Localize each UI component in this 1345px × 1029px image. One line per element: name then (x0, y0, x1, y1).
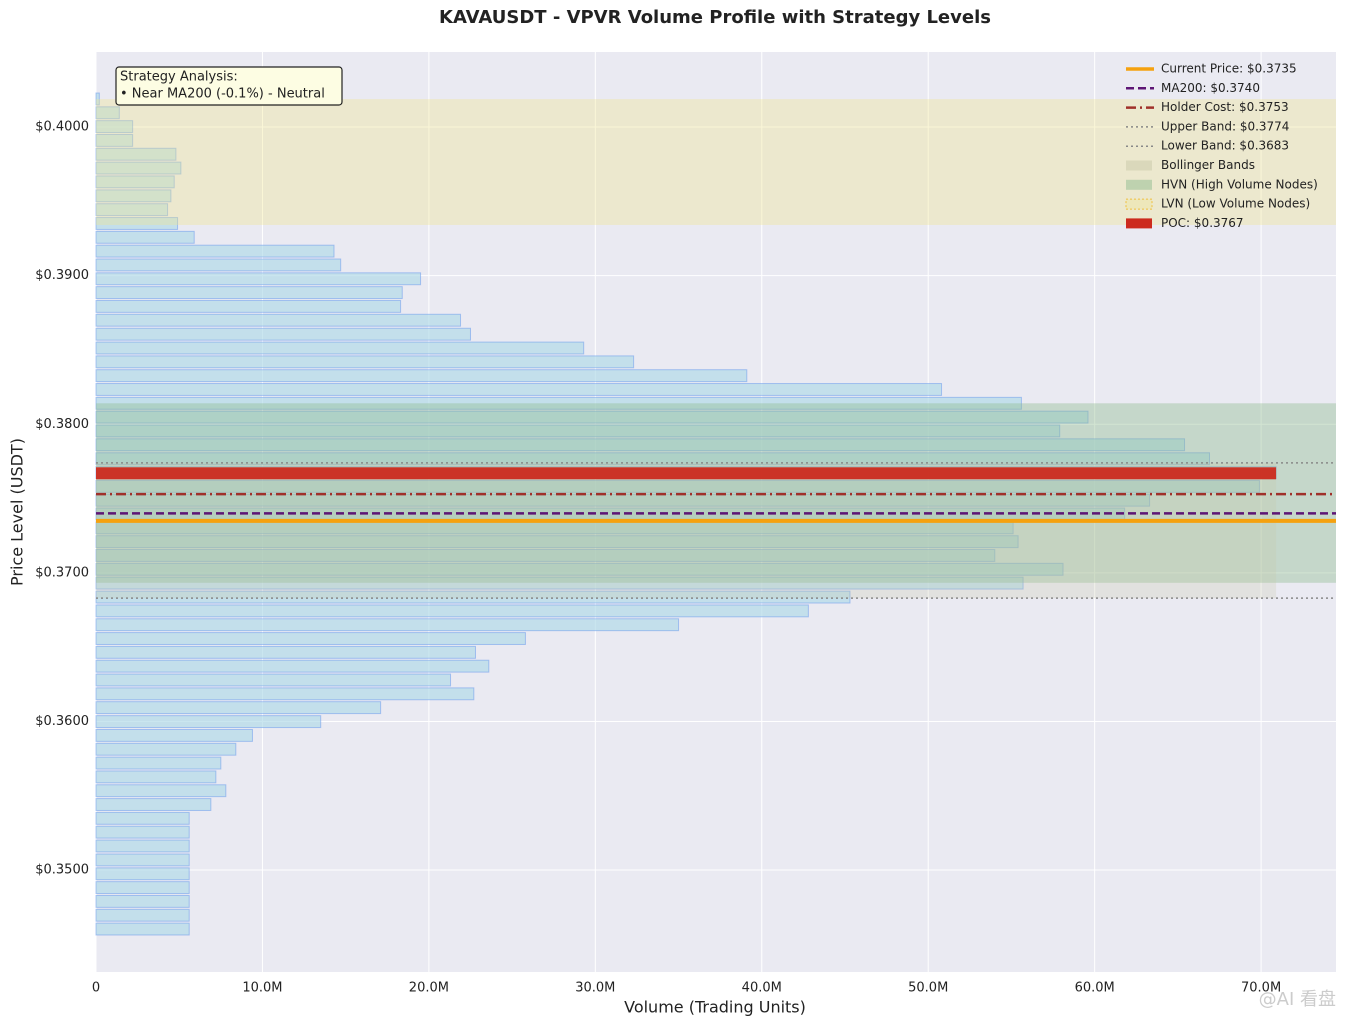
volume-bar (95, 742, 237, 756)
legend-swatch (1126, 218, 1152, 229)
volume-bar (95, 701, 382, 715)
volume-bar (95, 92, 100, 106)
x-tick-label: 70.0M (1241, 981, 1281, 996)
legend-label: Upper Band: $0.3774 (1161, 119, 1289, 133)
volume-bar (95, 286, 403, 300)
volume-bar (95, 576, 1024, 590)
watermark: @AI 看盘 (1259, 989, 1336, 1010)
volume-bar (95, 549, 996, 562)
legend-label: MA200: $0.3740 (1161, 81, 1260, 95)
volume-bar (95, 424, 1061, 438)
legend-label: Holder Cost: $0.3753 (1161, 100, 1289, 114)
volume-bar (95, 770, 217, 784)
volume-bar (95, 825, 190, 839)
volume-bar (95, 175, 175, 189)
legend-label: HVN (High Volume Nodes) (1161, 177, 1318, 191)
volume-bar (95, 632, 526, 645)
volume-bar (95, 645, 476, 659)
volume-bar (95, 299, 402, 313)
legend-swatch (1125, 198, 1153, 210)
volume-bar (95, 133, 134, 147)
volume-bar (95, 383, 943, 396)
legend-label: Current Price: $0.3735 (1161, 62, 1297, 76)
volume-bar (95, 604, 809, 618)
volume-bar (95, 203, 169, 217)
legend-swatch (1126, 179, 1152, 190)
volume-bar (95, 438, 1186, 452)
volume-bar (95, 479, 1260, 493)
volume-bar (95, 161, 182, 175)
volume-bar (95, 798, 212, 811)
annotation-box (115, 66, 343, 106)
x-tick-label: 50.0M (908, 981, 948, 996)
volume-bar (95, 922, 190, 936)
poc-bar (96, 467, 1277, 480)
volume-bar (95, 452, 1211, 466)
x-axis-label: Volume (Trading Units) (624, 998, 806, 1017)
volume-bar (95, 673, 452, 687)
volume-bar (95, 659, 490, 673)
volume-bar (95, 313, 462, 327)
volume-bar (95, 839, 190, 853)
legend-label: Bollinger Bands (1161, 158, 1255, 172)
legend-label: POC: $0.3767 (1161, 216, 1244, 230)
volume-bar (95, 230, 195, 244)
volume-bar (95, 728, 253, 742)
x-tick-label: 10.0M (242, 981, 282, 996)
legend-label: LVN (Low Volume Nodes) (1161, 197, 1310, 211)
volume-bar (95, 908, 190, 922)
volume-bar (95, 590, 851, 604)
volume-bar (95, 147, 177, 161)
x-tick-label: 40.0M (742, 981, 782, 996)
volume-bar (95, 217, 179, 230)
volume-bar (95, 369, 748, 383)
x-tick-label: 30.0M (575, 981, 615, 996)
volume-bar (95, 272, 422, 286)
volume-bar (95, 189, 172, 203)
x-tick-label: 20.0M (409, 981, 449, 996)
volume-bar (95, 120, 134, 134)
volume-bar (95, 396, 1022, 410)
x-tick-label: 60.0M (1075, 981, 1115, 996)
volume-bar (95, 894, 190, 908)
volume-bar (95, 327, 471, 341)
volume-bar (95, 687, 475, 701)
volume-bar (95, 784, 227, 798)
legend-swatch (1126, 160, 1152, 171)
volume-bar (95, 853, 190, 867)
volume-bar (95, 410, 1089, 424)
volume-bar (95, 715, 322, 729)
y-tick-label: $0.4000 (35, 120, 89, 135)
volume-bar (95, 562, 1064, 576)
x-tick-label: 0 (92, 981, 100, 996)
y-tick-label: $0.3700 (35, 565, 89, 580)
volume-bar (95, 258, 342, 272)
volume-bar (95, 756, 222, 770)
volume-bar (95, 618, 680, 632)
volume-bar (95, 106, 120, 120)
y-axis-label: Price Level (USDT) (8, 438, 27, 586)
y-tick-label: $0.3500 (35, 863, 89, 878)
volume-bar (95, 355, 635, 369)
volume-bar (95, 535, 1019, 549)
y-tick-label: $0.3600 (35, 714, 89, 729)
y-tick-label: $0.3900 (35, 268, 89, 283)
legend: Current Price: $0.3735 MA200: $0.3740 Hold… (1125, 62, 1318, 230)
y-tick-label: $0.3800 (35, 417, 89, 432)
chart-title: KAVAUSDT - VPVR Volume Profile with Stra… (439, 7, 991, 28)
bollinger-band (96, 462, 1277, 599)
annotation-text: Strategy Analysis: (120, 70, 238, 85)
volume-bar (95, 811, 190, 825)
volume-bar (95, 244, 335, 258)
legend-label: Lower Band: $0.3683 (1161, 139, 1289, 153)
volume-bar (95, 881, 190, 895)
volume-bar (95, 867, 190, 881)
volume-bar (95, 341, 585, 355)
annotation-text: • Near MA200 (-0.1%) - Neutral (120, 87, 325, 102)
